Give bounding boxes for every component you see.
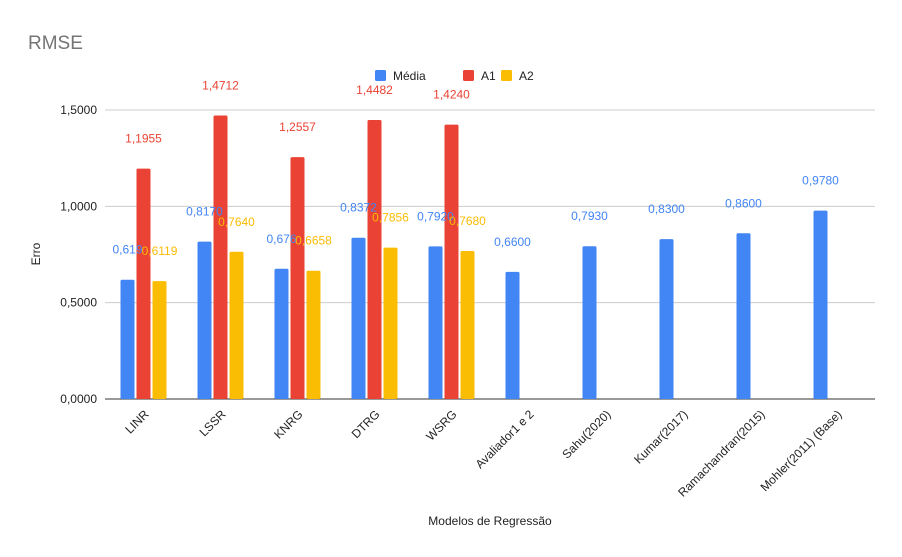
y-axis-ticks: 0,0000 0,5000 1,0000 1,5000 [60,103,97,406]
bar-m-dia [813,210,828,399]
bar-m-dia [582,246,597,399]
x-tick-label: WSRG [423,407,459,443]
data-label: 0,7856 [372,211,409,225]
bar-m-dia [736,233,751,399]
y-tick-label: 1,0000 [60,199,97,213]
bar-a1 [444,124,459,399]
bar-a1 [367,119,382,399]
legend: Média A1 A2 [375,69,534,83]
legend-swatch [375,70,386,81]
data-label: 1,1955 [125,132,162,146]
data-label: 0,8600 [725,196,762,210]
bar-a1 [213,115,228,399]
chart-title: RMSE [28,33,83,54]
data-label: 0,676 [266,232,296,246]
data-label: 0,6658 [295,234,332,248]
legend-label: A2 [519,69,534,83]
x-tick-label: LINR [122,407,151,436]
data-label: 0,9780 [802,174,839,188]
bar-a2 [229,251,244,399]
legend-label: A1 [481,69,496,83]
x-tick-label: KNRG [271,407,305,441]
data-label: 0,6600 [494,235,531,249]
data-label: 0,8170 [186,205,223,219]
x-tick-label: DTRG [349,407,383,441]
x-axis-label: Modelos de Regressão [428,514,552,528]
bar-a1 [290,157,305,399]
x-tick-label: Mohler(2011) (Base) [758,407,845,494]
bar-a2 [306,270,321,399]
bar-m-dia [120,279,135,399]
data-label: 0,7640 [218,215,255,229]
legend-swatch [501,70,512,81]
data-label: 1,4240 [433,88,470,102]
bar-m-dia [659,239,674,399]
data-label: 0,6119 [142,244,178,258]
data-label: 0,7930 [571,209,608,223]
bar-a2 [383,247,398,399]
bar-a2 [152,281,167,399]
bar-m-dia [505,271,520,399]
legend-label: Média [393,69,426,83]
bar-a2 [460,251,475,399]
y-tick-label: 1,5000 [60,103,97,117]
x-tick-label: LSSR [197,407,229,439]
data-label: 1,4482 [356,83,393,97]
bar-m-dia [274,268,289,399]
data-label: 0,619 [112,243,142,257]
y-tick-label: 0,0000 [60,392,97,406]
data-label: 1,4712 [202,79,239,93]
data-label: 1,2557 [279,120,316,134]
legend-swatch [463,70,474,81]
data-label: 0,8372 [340,201,377,215]
data-label: 0,8300 [648,202,685,216]
x-axis-ticks: LINR LSSR KNRG DTRG WSRG Avaliador1 e 2 Sahu(2… [122,407,844,500]
bar-m-dia [197,241,212,399]
data-label: 0,7920 [417,209,454,223]
x-tick-label: Avaliador1 e 2 [473,407,537,471]
bar-m-dia [428,246,443,399]
x-tick-label: Sahu(2020) [559,407,613,461]
bars [120,115,828,399]
data-label: 0,7680 [449,214,486,228]
bar-a1 [136,168,151,399]
x-tick-label: Ramachandran(2015) [675,407,767,499]
x-tick-label: Kumar(2017) [631,407,690,466]
data-labels: 0,619 1,1955 0,6119 0,8170 1,4712 0,7640 0,676… [112,79,839,259]
y-axis-label: Erro [29,242,43,265]
y-tick-label: 0,5000 [60,296,97,310]
bar-m-dia [351,237,366,399]
